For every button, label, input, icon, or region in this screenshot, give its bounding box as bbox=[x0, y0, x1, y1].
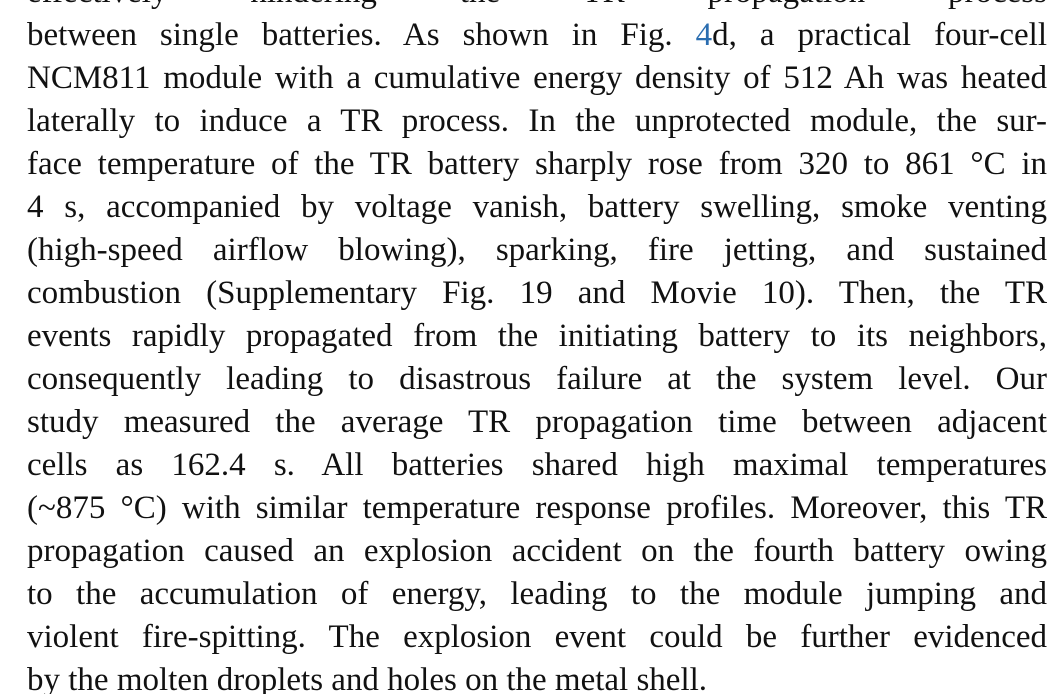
paper-page: effectively hindering the TR propagation… bbox=[27, 0, 1047, 694]
text-line: between single batteries. As shown in Fi… bbox=[27, 14, 1047, 57]
text-line-partial: effectively hindering the TR propagation… bbox=[27, 0, 1047, 14]
text-line: NCM811 module with a cumulative energy d… bbox=[27, 60, 1047, 96]
text-line: laterally to induce a TR process. In the… bbox=[27, 103, 1047, 139]
text-line: to the accumulation of energy, leading t… bbox=[27, 576, 1047, 612]
text-line: face temperature of the TR battery sharp… bbox=[27, 146, 1047, 182]
text-segment: between single batteries. As shown in Fi… bbox=[27, 17, 696, 53]
text-line: consequently leading to disastrous failu… bbox=[27, 361, 1047, 397]
text-line: violent fire-spitting. The explosion eve… bbox=[27, 619, 1047, 655]
figure-reference-link[interactable]: 4 bbox=[695, 17, 713, 53]
text-line-last: by the molten droplets and holes on the … bbox=[27, 662, 708, 694]
text-segment: d, a practical four-cell bbox=[712, 17, 1047, 53]
text-line: combustion (Supplementary Fig. 19 and Mo… bbox=[27, 275, 1047, 311]
text-line: events rapidly propagated from the initi… bbox=[27, 318, 1047, 354]
text-line: (high-speed airflow blowing), sparking, … bbox=[27, 232, 1047, 268]
text-line: study measured the average TR propagatio… bbox=[27, 404, 1047, 440]
text-line: (~875 °C) with similar temperature respo… bbox=[27, 490, 1047, 526]
text-line: propagation caused an explosion accident… bbox=[27, 533, 1047, 569]
text-line: cells as 162.4 s. All batteries shared h… bbox=[27, 447, 1047, 483]
body-paragraph: effectively hindering the TR propagation… bbox=[27, 0, 1047, 694]
text-line: 4 s, accompanied by voltage vanish, batt… bbox=[27, 189, 1047, 225]
